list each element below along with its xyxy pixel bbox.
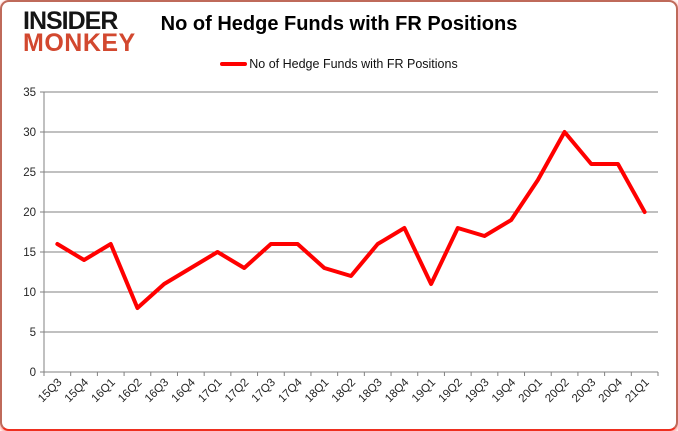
y-axis-label: 0 (30, 367, 36, 379)
y-axis-label: 10 (23, 287, 36, 299)
x-axis-label: 17Q2 (223, 377, 251, 405)
x-axis-label: 16Q2 (116, 377, 144, 405)
legend-line-swatch (220, 62, 248, 66)
x-axis-label: 18Q1 (303, 377, 331, 405)
x-axis-label: 20Q2 (543, 377, 571, 405)
logo-word-monkey: MONKEY (23, 29, 136, 57)
logo-word-insider: INSIDER (23, 7, 118, 35)
legend: No of Hedge Funds with FR Positions (2, 57, 676, 71)
x-axis-label: 17Q3 (250, 377, 278, 405)
y-axis-label: 30 (23, 127, 36, 139)
x-axis-label: 19Q1 (410, 377, 438, 405)
x-axis-label: 20Q4 (597, 376, 626, 405)
x-axis-label: 20Q3 (570, 377, 598, 405)
y-axis-label: 35 (23, 87, 36, 99)
x-axis-label: 21Q1 (623, 377, 651, 405)
x-axis-label: 17Q4 (276, 376, 305, 405)
x-axis-label: 17Q1 (196, 377, 224, 405)
x-axis-label: 18Q2 (330, 377, 358, 405)
y-axis-label: 5 (30, 327, 36, 339)
chart-title: No of Hedge Funds with FR Positions (160, 13, 518, 35)
legend-label: No of Hedge Funds with FR Positions (249, 57, 458, 71)
y-axis-label: 20 (23, 207, 36, 219)
y-axis-label: 15 (23, 247, 36, 259)
x-axis-label: 19Q3 (463, 377, 491, 405)
x-axis-label: 15Q3 (36, 377, 64, 405)
x-axis-label: 16Q4 (170, 376, 199, 405)
x-axis-label: 19Q2 (437, 377, 465, 405)
x-axis-label: 16Q3 (143, 377, 171, 405)
series-line (55, 130, 647, 310)
x-axis-label: 18Q3 (356, 377, 384, 405)
y-axis-label: 25 (23, 167, 36, 179)
x-axis-label: 18Q4 (383, 376, 412, 405)
x-axis-label: 19Q4 (490, 376, 519, 405)
x-axis-label: 20Q1 (517, 377, 545, 405)
x-axis-label: 16Q1 (89, 377, 117, 405)
x-axis-label: 15Q4 (63, 376, 92, 405)
insider-monkey-logo: INSIDER MONKEY (23, 7, 136, 57)
